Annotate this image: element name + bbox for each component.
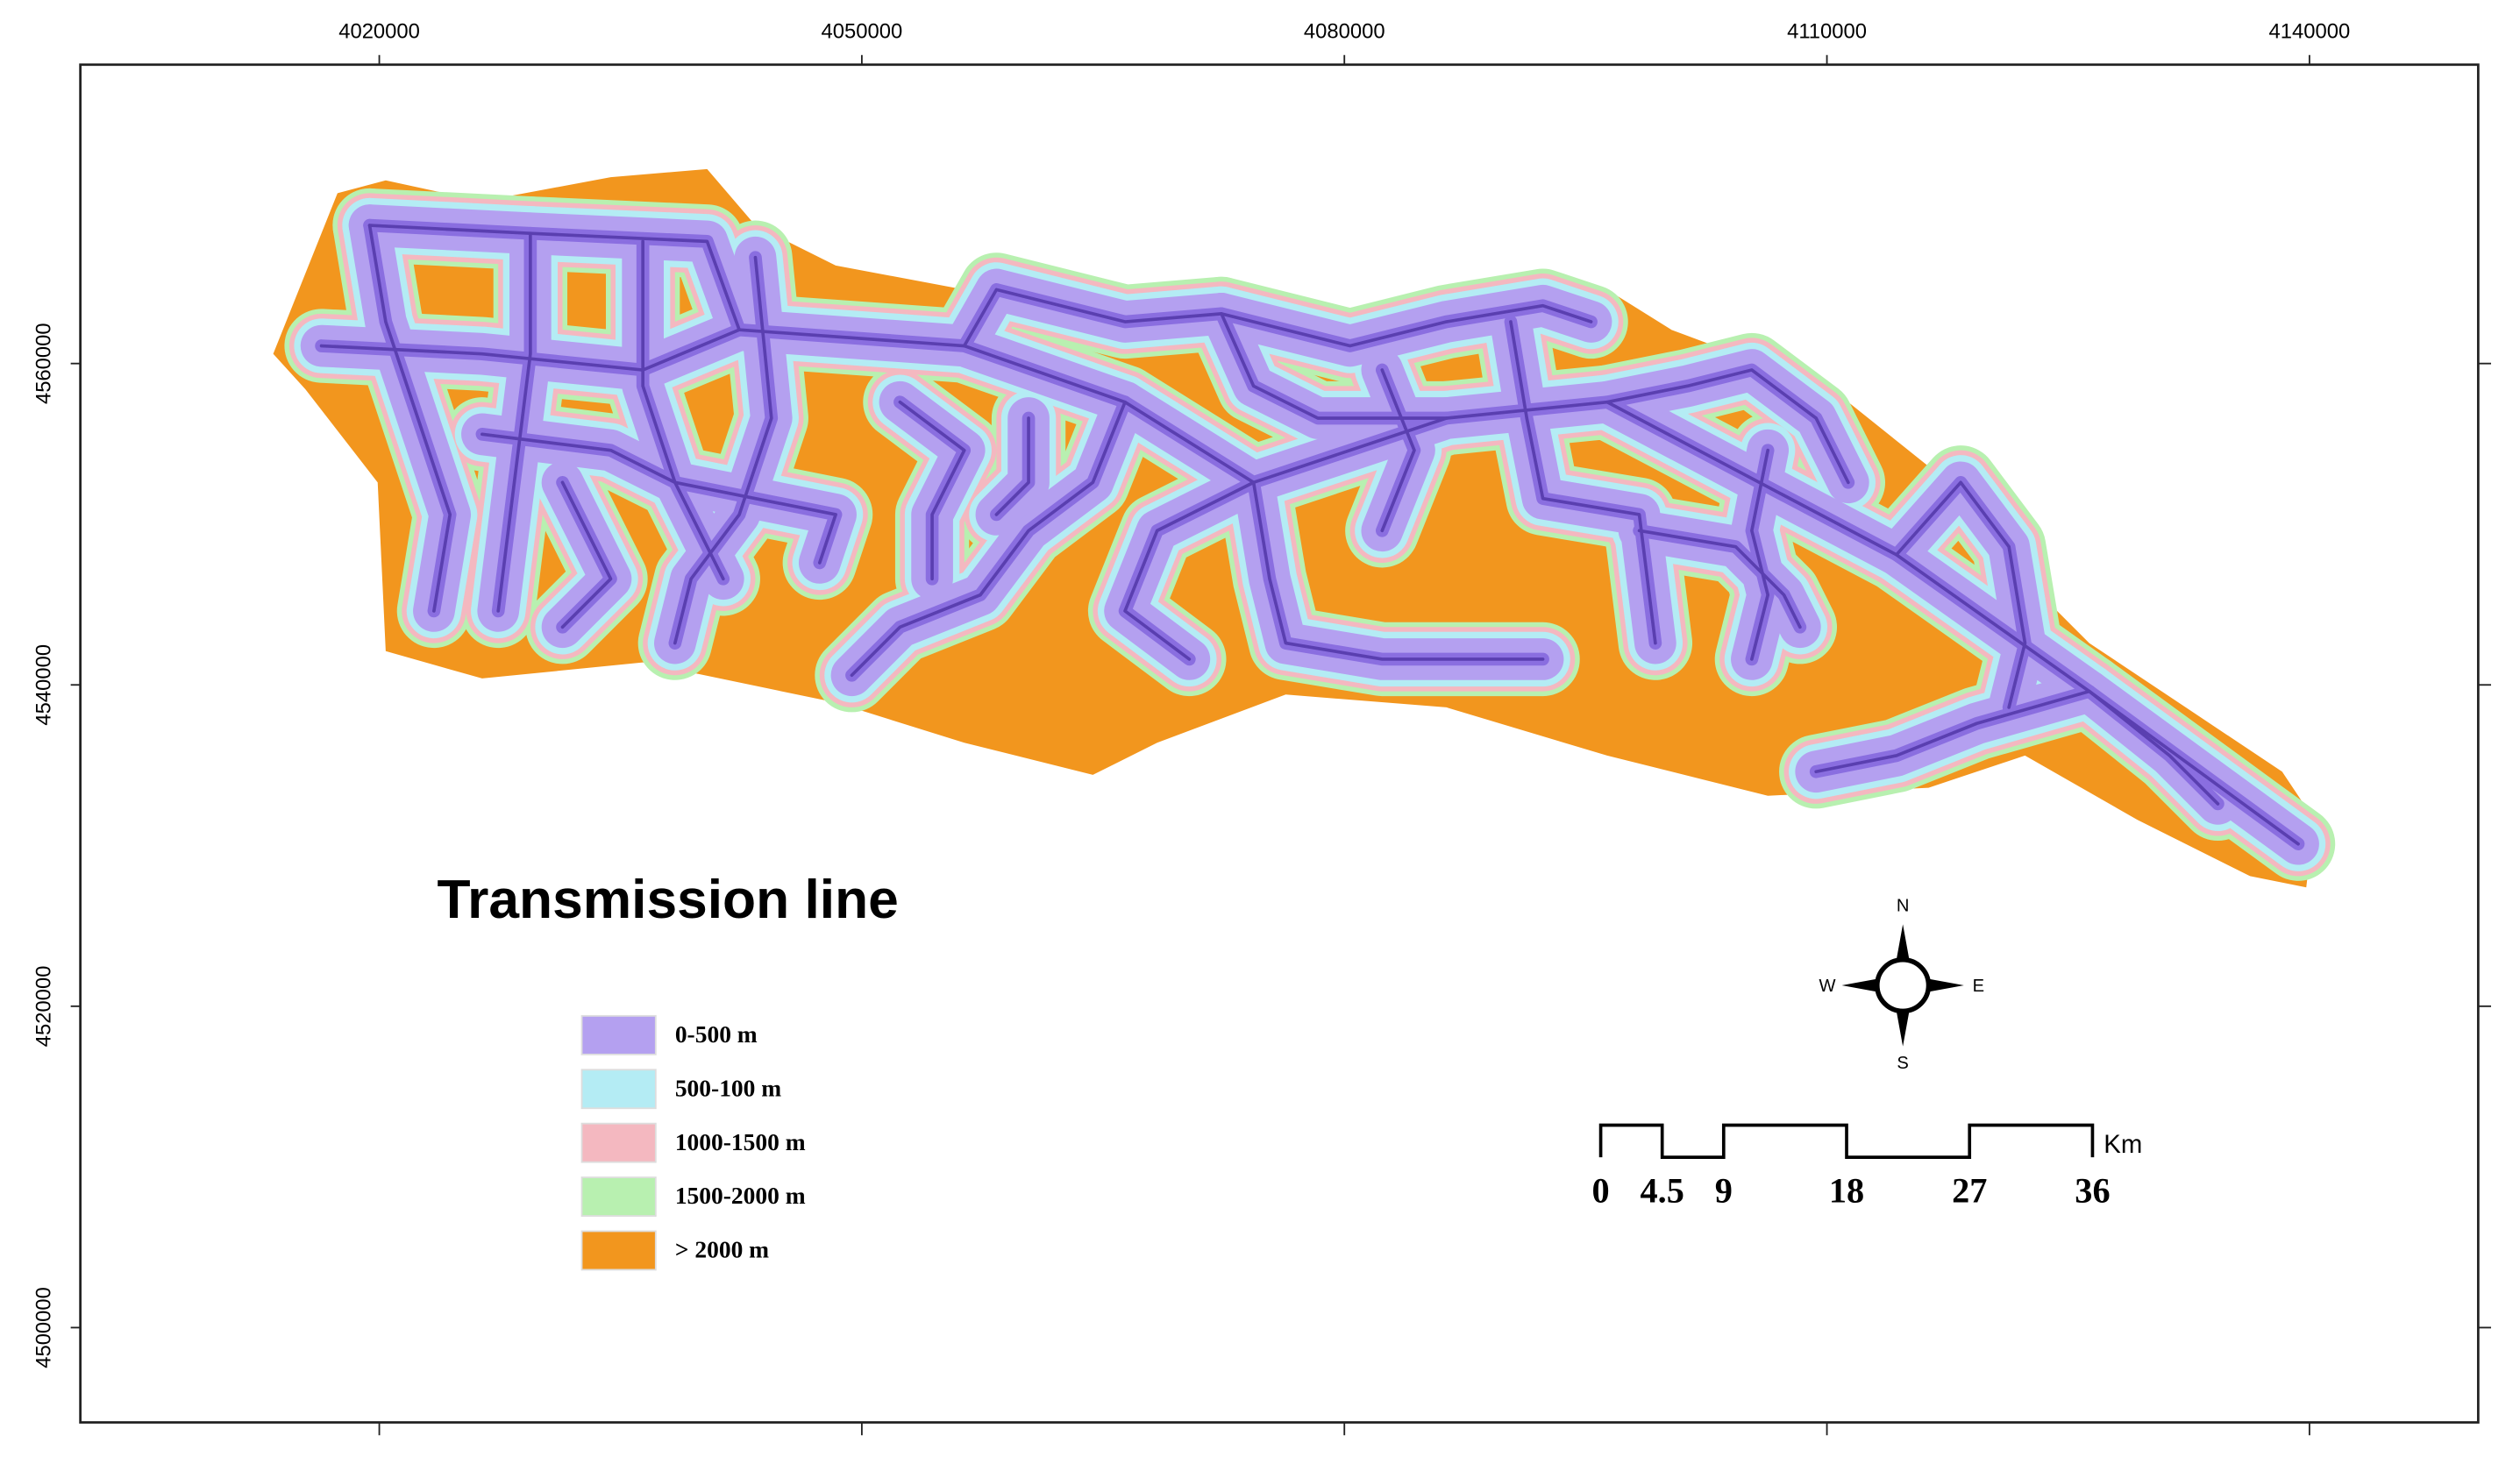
legend-label: 500-100 m <box>675 1075 781 1101</box>
network-buffer <box>1380 368 1416 533</box>
compass <box>1841 924 1964 1047</box>
scale-label: 27 <box>1952 1171 1987 1211</box>
network-buffer <box>1123 480 1256 661</box>
network-buffer <box>962 288 1593 348</box>
x-tick-label: 4020000 <box>338 19 420 43</box>
network-buffer <box>994 416 1030 516</box>
scale-line <box>1598 1123 2095 1159</box>
axes: 4020000 4050000 4080000 4110000 4140000 45600… <box>32 19 2492 1436</box>
y-tick-label: 4560000 <box>32 323 56 404</box>
network-buffer <box>898 400 966 581</box>
network-buffer <box>1814 689 2091 774</box>
compass-north: N <box>1897 897 1910 916</box>
legend-swatch <box>580 1176 657 1217</box>
compass-west: W <box>1819 977 1836 996</box>
scale-label: 4.5 <box>1640 1171 1684 1211</box>
network-buffer <box>1637 529 1802 629</box>
legend: 0-500 m 500-100 m 1000-1500 m 1500-2000 m > … <box>580 1014 806 1271</box>
x-tick-label: 4080000 <box>1304 19 1385 43</box>
x-tick-label: 4110000 <box>1787 19 1867 43</box>
network-buffer <box>850 400 1127 678</box>
scale-unit: Km <box>2104 1130 2142 1159</box>
legend-swatch <box>580 1069 657 1110</box>
network-buffer <box>1220 312 1449 420</box>
legend-label: 1000-1500 m <box>675 1129 806 1155</box>
network-buffer <box>673 255 773 645</box>
legend-label: 1500-2000 m <box>675 1183 806 1209</box>
y-tick-label: 4500000 <box>32 1287 56 1368</box>
x-tick-label: 4140000 <box>2269 19 2351 43</box>
transmission-network <box>284 188 2336 881</box>
network-buffer <box>1509 320 1657 645</box>
network-buffer <box>2087 689 2220 806</box>
network-buffer <box>496 231 532 613</box>
network-buffer <box>319 328 741 372</box>
network-buffer <box>641 239 725 581</box>
legend-label: > 2000 m <box>675 1237 769 1263</box>
scale-label: 36 <box>2075 1171 2110 1211</box>
scale-label: 18 <box>1829 1171 1864 1211</box>
legend-label: 0-500 m <box>675 1021 758 1048</box>
x-tick-label: 4050000 <box>822 19 903 43</box>
legend-swatch <box>580 1122 657 1163</box>
network-buffer <box>1750 448 1770 661</box>
map-frame <box>79 63 2480 1424</box>
network-buffer <box>1605 368 1850 485</box>
legend-swatch <box>580 1014 657 1055</box>
y-tick-label: 4520000 <box>32 965 56 1047</box>
y-tick-label: 4540000 <box>32 644 56 726</box>
network-buffer <box>1894 480 2027 709</box>
scale-bar: 0 4.5 9 18 27 36 Km <box>1591 1123 2142 1211</box>
scale-label: 9 <box>1715 1171 1733 1211</box>
network-buffer <box>367 224 452 613</box>
compass-east: E <box>1973 977 1984 996</box>
network-buffer <box>367 224 2300 846</box>
compass-south: S <box>1897 1054 1908 1073</box>
network-buffer <box>560 480 613 629</box>
legend-swatch <box>580 1230 657 1271</box>
map-title: Transmission line <box>438 870 899 930</box>
scale-label: 0 <box>1591 1171 1609 1211</box>
network-buffer <box>1251 480 1545 661</box>
network-buffer <box>481 432 837 565</box>
